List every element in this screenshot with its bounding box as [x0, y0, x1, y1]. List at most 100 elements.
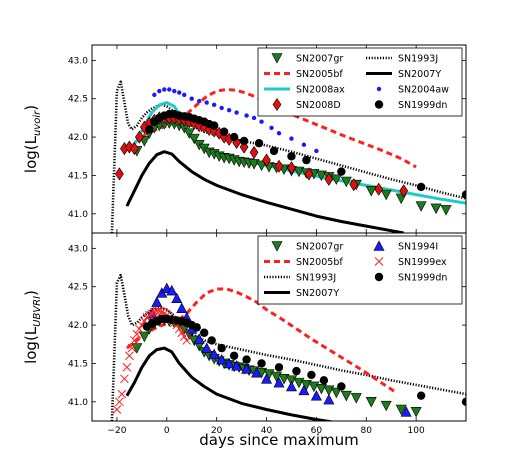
top-point-SN1999dn	[229, 132, 239, 142]
bottom-legend-swatch	[373, 240, 385, 251]
top-y-tick-label: 41.0	[68, 210, 88, 220]
top-legend-entry: SN2004aw	[376, 85, 449, 96]
top-series-line-SN2007Y	[125, 150, 404, 233]
top-y-tick-label: 42.0	[68, 133, 88, 143]
top-point-SN2004aw	[204, 100, 209, 105]
bottom-point-SN2007gr	[138, 331, 150, 343]
top-point-SN2004aw	[167, 87, 172, 92]
top-point-SN2004aw	[259, 119, 264, 124]
top-legend-entry: SN2008D	[272, 97, 341, 112]
bottom-point-SN1994I	[208, 348, 220, 360]
top-legend-label: SN1999dn	[398, 100, 447, 111]
bottom-legend-label: SN2005bf	[296, 257, 343, 268]
bottom-point-SN1994I	[151, 296, 163, 307]
bottom-point-SN1999ex	[147, 309, 157, 318]
x-axis-title: days since maximum	[199, 431, 359, 449]
bottom-legend-label: SN1999ex	[398, 257, 447, 268]
bottom-x-tick-label: 40	[261, 426, 273, 436]
top-point-SN2004aw	[189, 96, 194, 101]
top-point-SN1999dn	[239, 136, 249, 146]
bottom-legend-entry: SN1999dn	[374, 272, 447, 284]
bottom-point-SN1999ex	[122, 362, 132, 372]
top-point-SN2004aw	[157, 88, 162, 94]
bottom-x-tick-label: 80	[361, 426, 373, 436]
top-legend-label: SN2008D	[296, 100, 341, 111]
bottom-legend-entry: SN1993J	[264, 273, 336, 284]
top-point-SN2004aw	[226, 108, 232, 113]
top-point-SN1999dn	[337, 167, 346, 176]
top-legend-swatch	[272, 97, 282, 112]
bottom-y-tick-label: 42.5	[68, 283, 88, 293]
top-plot-area	[110, 80, 466, 233]
top-point-SN2007gr	[256, 160, 268, 172]
bottom-point-SN1999ex	[127, 343, 137, 353]
top-point-SN2004aw	[269, 125, 274, 131]
top-legend-entry: SN2007gr	[271, 53, 343, 65]
top-legend-box	[257, 47, 463, 117]
bottom-legend-swatch	[374, 257, 384, 266]
top-point-SN2008D	[274, 159, 284, 173]
bottom-x-tick-label: 60	[311, 426, 323, 436]
bottom-point-SN1999dn	[257, 359, 266, 368]
bottom-point-SN1999ex	[115, 397, 124, 407]
top-point-SN2008D	[249, 145, 259, 159]
top-point-SN2007gr	[340, 176, 352, 188]
top-legend: SN2007gr SN1993J SN2005bf SN2007Y SN2008ax SN…	[257, 47, 463, 117]
bottom-x-tick-label: −20	[107, 426, 126, 436]
bottom-y-tick-label: 42.0	[68, 321, 88, 331]
bottom-point-SN1994I	[193, 333, 205, 344]
top-point-SN2008D	[399, 184, 409, 198]
top-point-SN2008D	[262, 153, 271, 167]
bottom-legend-swatch	[374, 272, 384, 282]
top-point-SN2007gr	[380, 189, 392, 201]
bottom-point-SN1999ex	[117, 389, 127, 399]
bottom-point-SN1999dn	[337, 382, 346, 391]
bottom-legend-entry: SN2005bf	[264, 257, 343, 268]
top-point-SN2004aw	[197, 98, 202, 104]
bottom-legend-label: SN2007gr	[296, 242, 343, 253]
top-point-SN1999dn	[287, 152, 296, 161]
top-point-SN2004aw	[251, 115, 257, 121]
top-point-SN2007gr	[293, 166, 305, 178]
top-point-SN2007gr	[365, 185, 377, 197]
top-y-tick-label: 42.5	[68, 95, 88, 105]
bottom-point-SN1999ex	[179, 332, 189, 341]
bottom-point-SN1994I	[201, 342, 213, 353]
top-point-SN2007gr	[440, 205, 452, 216]
bottom-point-SN1999ex	[144, 310, 154, 320]
top-legend-label: SN1993J	[398, 54, 438, 65]
bottom-legend-entry: SN1999ex	[374, 257, 447, 268]
bottom-point-SN2007gr	[278, 373, 290, 385]
bottom-point-SN1999dn	[217, 343, 226, 353]
top-point-SN2007gr	[415, 201, 427, 212]
bottom-x-tick-label: 100	[408, 426, 425, 436]
bottom-legend-label: SN1994I	[398, 242, 438, 253]
top-point-SN2007gr	[248, 159, 260, 170]
bottom-point-SN1994I	[231, 360, 243, 371]
bottom-point-SN2007gr	[410, 406, 422, 418]
bottom-point-SN1999dn	[207, 336, 216, 345]
top-point-SN2004aw	[172, 88, 177, 94]
top-point-SN2008D	[324, 172, 334, 186]
bottom-point-SN2007gr	[365, 397, 377, 408]
bottom-legend-entry: SN1994I	[373, 240, 438, 253]
bottom-point-SN1994I	[166, 284, 178, 296]
top-point-SN2008D	[349, 178, 359, 192]
top-point-SN2004aw	[314, 148, 319, 154]
top-legend-label: SN2008ax	[296, 85, 345, 96]
bottom-legend: SN2007gr SN1994I SN2005bf SN1999ex SN1993J SN…	[257, 235, 463, 305]
top-point-SN1999dn	[219, 127, 229, 136]
bottom-legend-swatch	[271, 241, 283, 252]
top-point-SN1999dn	[269, 146, 279, 156]
top-legend-label: SN2005bf	[296, 69, 343, 80]
bottom-point-SN1994I	[298, 384, 310, 396]
top-point-SN2004aw	[162, 87, 167, 92]
bottom-y-axis-title: log(LUBVRI)	[22, 290, 43, 364]
bottom-point-SN1994I	[171, 292, 183, 304]
top-point-SN2004aw	[234, 110, 239, 115]
top-point-SN1999dn	[254, 139, 264, 148]
bottom-point-SN1994I	[251, 367, 263, 378]
top-legend-label: SN2007Y	[398, 69, 441, 80]
